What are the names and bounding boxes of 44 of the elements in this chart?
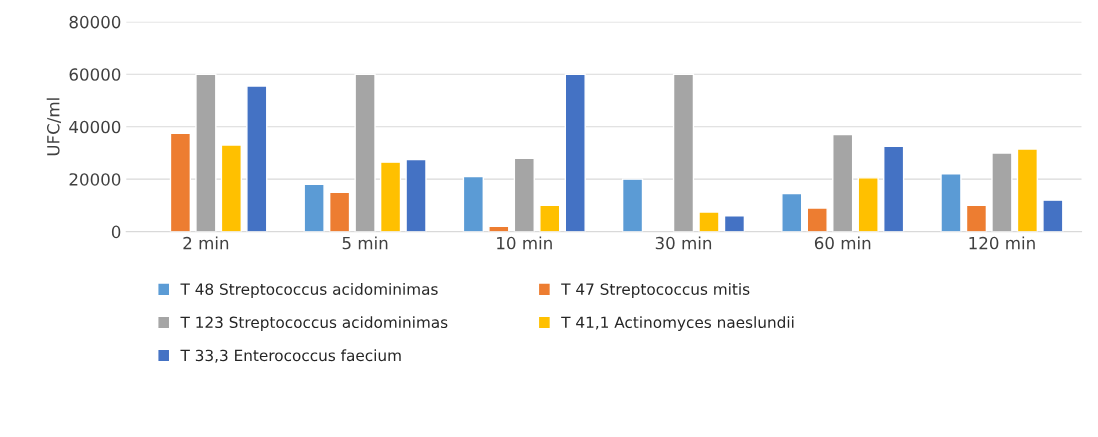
y-tick-label: 0 (111, 225, 121, 239)
bar (940, 173, 962, 232)
bar (513, 157, 535, 232)
x-tick-label: 10 min (497, 236, 552, 250)
bar (169, 132, 192, 232)
legend-label: T 48 Streptococcus acidominimas (180, 283, 438, 298)
bar (539, 204, 561, 232)
bar (1016, 148, 1039, 232)
bar (354, 73, 376, 232)
x-tick-label: 60 min (814, 236, 871, 250)
bar (991, 152, 1013, 232)
bar (723, 215, 746, 232)
bar (621, 178, 644, 232)
y-axis-title: UFC/ml (46, 98, 61, 156)
x-tick-label: 120 min (969, 236, 1035, 250)
bar (857, 177, 879, 232)
bar (220, 144, 242, 232)
x-tick-label: 2 min (183, 236, 229, 250)
y-tick-label: 40000 (69, 120, 121, 134)
bar (328, 191, 351, 232)
bar (781, 192, 803, 232)
x-tick-label: 30 min (655, 236, 712, 250)
bar (883, 145, 905, 232)
bar (564, 73, 586, 232)
legend-label: T 33,3 Enterococcus faecium (180, 349, 401, 363)
bar (832, 133, 854, 232)
bar (303, 183, 325, 232)
x-tick-label: 5 min (342, 236, 388, 250)
bar (1042, 199, 1064, 232)
bar (672, 73, 695, 232)
y-tick-label: 60000 (69, 68, 121, 81)
bar (965, 204, 988, 232)
bar (806, 207, 828, 232)
y-tick-label: 80000 (69, 15, 121, 29)
bar (379, 161, 402, 232)
bar (195, 73, 217, 232)
bar (246, 85, 268, 232)
legend-label: T 47 Streptococcus mitis (561, 283, 750, 298)
bar (405, 158, 427, 232)
legend-label: T 41,1 Actinomyces naeslundii (561, 316, 794, 332)
y-tick-label: 20000 (69, 173, 121, 186)
bar (698, 211, 720, 232)
legend-label: T 123 Streptococcus acidominimas (180, 316, 448, 332)
bar (462, 175, 484, 232)
